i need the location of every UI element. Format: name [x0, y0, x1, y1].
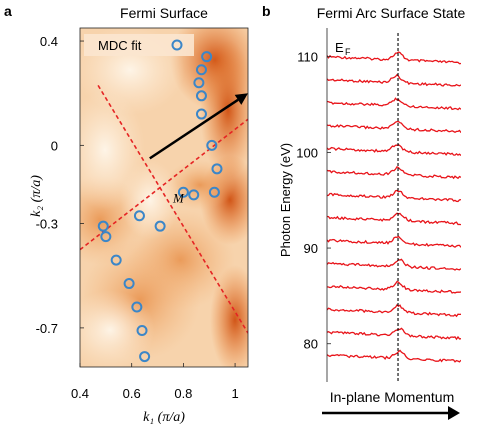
legend: MDC fit	[84, 34, 194, 56]
panel-b-title: Fermi Arc Surface State	[317, 5, 466, 21]
mdc-point	[177, 186, 189, 198]
mdc-curve	[327, 327, 461, 341]
momentum-arrow	[149, 93, 248, 160]
mdc-curve	[327, 212, 461, 226]
ef-label: E	[335, 40, 344, 55]
legend-marker	[171, 39, 183, 51]
mdc-point	[139, 351, 151, 363]
y-tick-label: 100	[296, 145, 318, 160]
panel-b-axes: 80 90 100 110	[296, 28, 331, 382]
y-tick-label: 110	[297, 50, 318, 65]
fermi-surface-map	[80, 28, 248, 367]
mdc-point	[195, 90, 207, 102]
y-tick-label: -0.3	[36, 217, 58, 232]
x-tick-label: 0.4	[71, 386, 89, 401]
y-tick-label: 0.4	[40, 34, 58, 49]
arrow-shaft	[149, 98, 239, 160]
mdc-curve	[327, 304, 461, 318]
mdc-point	[123, 278, 135, 290]
x-tick-label: 0.8	[174, 386, 192, 401]
mdc-curve	[327, 120, 461, 134]
x-tick-label: 0.6	[123, 386, 141, 401]
arrow-head	[234, 93, 248, 105]
y-tick-label: 0	[51, 138, 58, 153]
mdc-curve	[327, 143, 461, 156]
mdc-point	[195, 64, 207, 76]
mdc-point	[206, 139, 218, 151]
mdc-point	[208, 186, 220, 198]
dashed-line	[97, 84, 248, 334]
mdc-fit-points	[97, 51, 223, 363]
fermi-level-marker: E F	[335, 40, 351, 57]
mdc-curve	[327, 165, 461, 180]
panel-a-ylabel: k₂ (π/a)	[29, 175, 44, 217]
y-tick-label: 80	[304, 337, 318, 352]
mdc-point	[136, 324, 148, 336]
mdc-point	[201, 51, 213, 63]
mdc-point	[154, 220, 166, 232]
y-tick-label: 90	[304, 241, 318, 256]
mdc-point	[100, 231, 112, 243]
mdc-point	[211, 163, 223, 175]
panel-a-axes: 0.4 0.6 0.8 1 0.4 0 -0.3 -0.7	[36, 27, 249, 401]
panel-b-xlabel: In-plane Momentum	[330, 389, 455, 405]
panel-a-xlabel: k₁ (π/a)	[143, 410, 185, 425]
mdc-point	[97, 220, 109, 232]
panel-b-label: b	[262, 3, 271, 19]
mdc-curves	[327, 33, 461, 382]
mdc-curve	[327, 349, 461, 363]
mdc-curve	[327, 280, 461, 294]
mdc-point	[188, 189, 200, 201]
mdc-curve	[327, 73, 461, 87]
mdc-point	[133, 210, 145, 222]
y-tick-label: -0.7	[36, 321, 58, 336]
in-plane-arrow	[322, 406, 460, 420]
mdc-curve	[327, 189, 461, 203]
panel-a-title: Fermi Surface	[120, 5, 208, 21]
ef-subscript: F	[345, 47, 351, 57]
mdc-curve	[327, 51, 461, 65]
mdc-point	[195, 108, 207, 120]
m-point-label: M	[172, 191, 185, 206]
mdc-point	[131, 301, 143, 313]
legend-label: MDC fit	[98, 38, 142, 53]
mdc-curve	[327, 235, 461, 248]
mdc-point	[110, 254, 122, 266]
mdc-point	[193, 77, 205, 89]
panel-b-ylabel: Photon Energy (eV)	[278, 143, 293, 257]
mdc-curve	[327, 258, 461, 271]
panel-a-label: a	[4, 3, 12, 19]
x-tick-label: 1	[231, 386, 238, 401]
mdc-curve	[327, 97, 461, 111]
